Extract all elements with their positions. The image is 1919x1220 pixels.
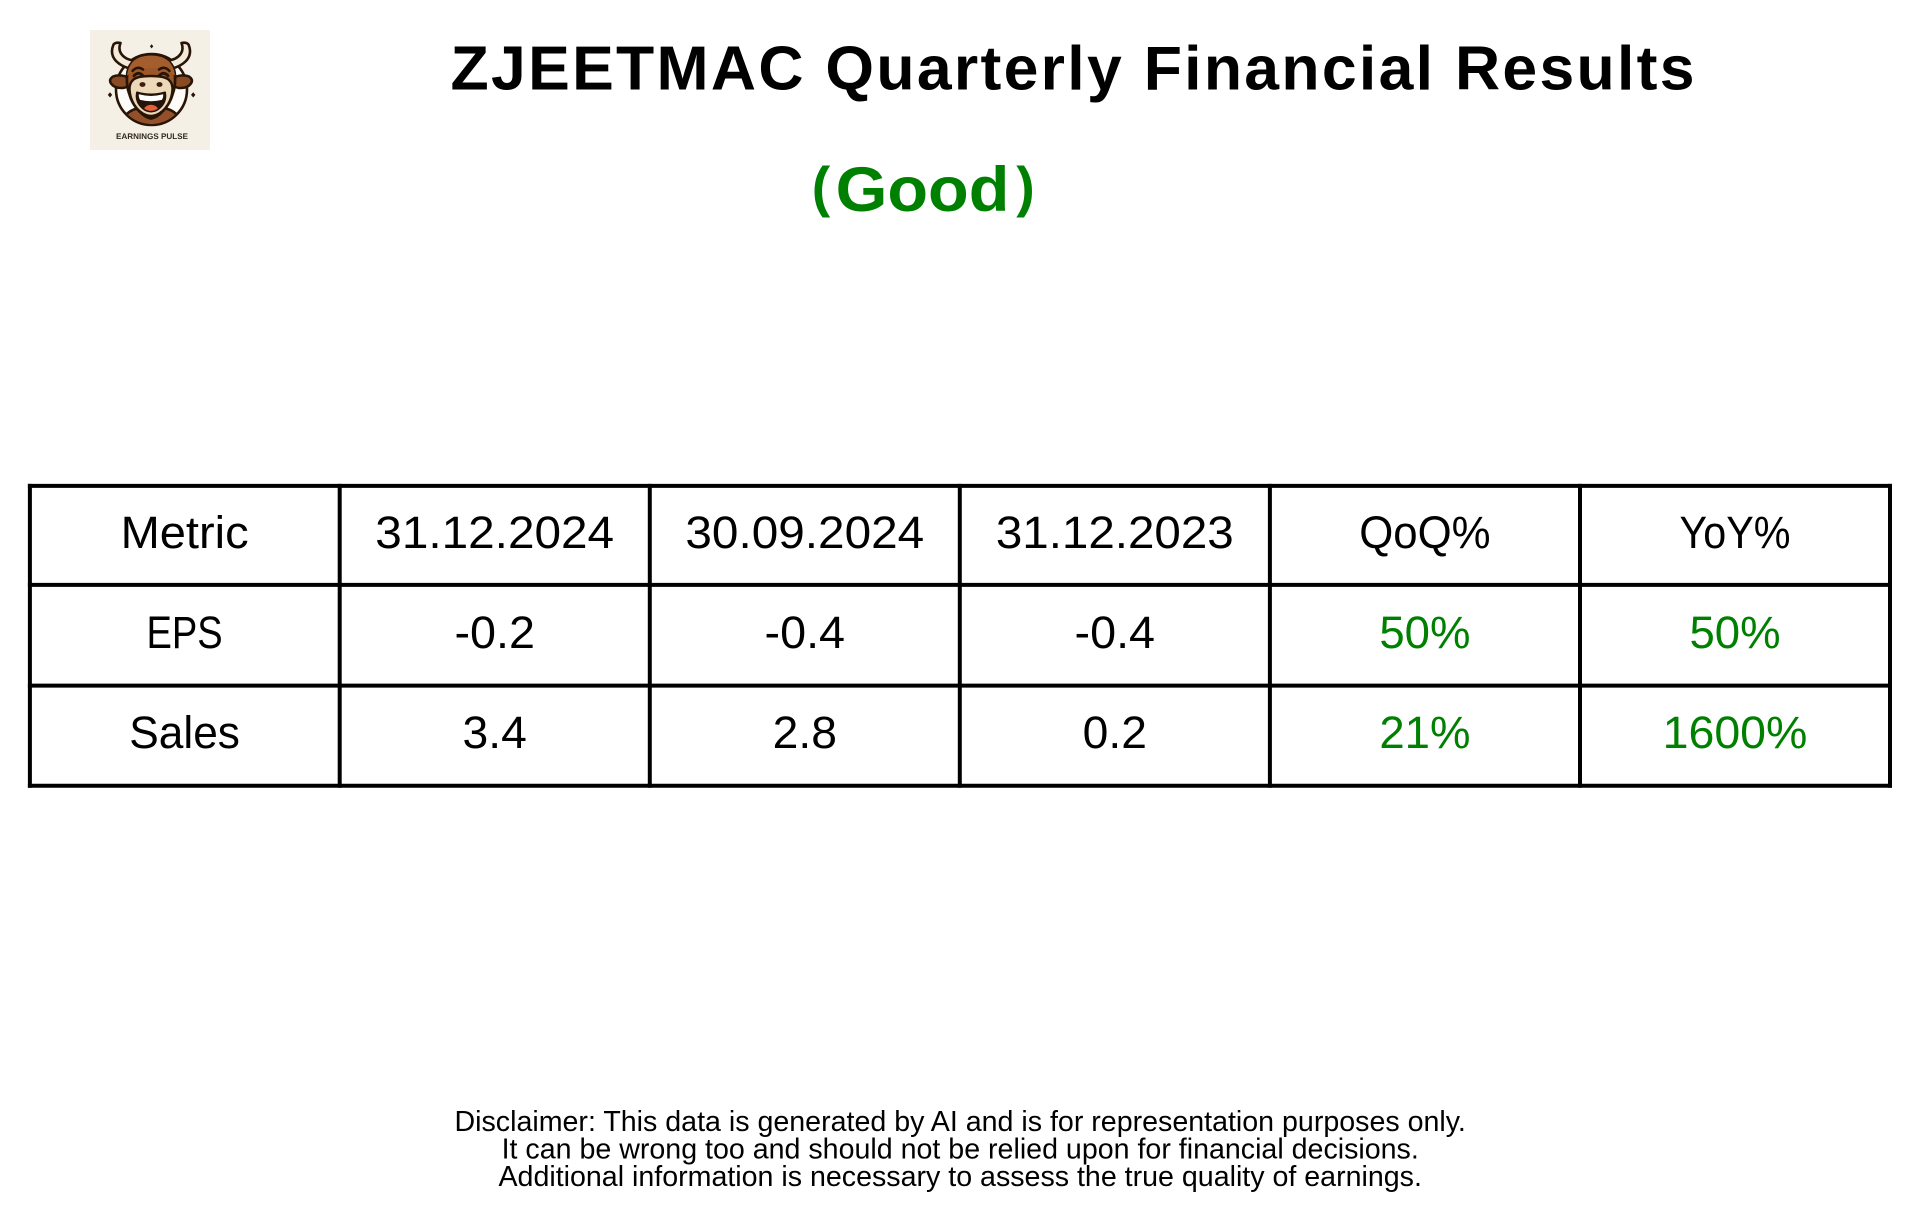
svg-text:-0.4: -0.4 [1075, 606, 1156, 657]
svg-text:ZJEETMAC Quarterly Financial R: ZJEETMAC Quarterly Financial Results [451, 33, 1697, 103]
svg-text:-0.4: -0.4 [765, 606, 846, 657]
svg-text:31.12.2023: 31.12.2023 [996, 507, 1234, 558]
svg-text:3.4: 3.4 [463, 706, 527, 758]
svg-text:50%: 50% [1689, 607, 1780, 658]
svg-text:21%: 21% [1379, 707, 1470, 758]
svg-text:Metric: Metric [121, 507, 249, 558]
svg-text:31.12.2024: 31.12.2024 [375, 507, 614, 558]
svg-text:1600%: 1600% [1663, 706, 1808, 757]
svg-text:YoY%: YoY% [1680, 508, 1791, 558]
svg-text:Disclaimer: This data is gener: Disclaimer: This data is generated by AI… [455, 1106, 1466, 1138]
svg-text:QoQ%: QoQ% [1359, 508, 1490, 558]
svg-text:50%: 50% [1379, 607, 1470, 658]
svg-text:It can be wrong too and should: It can be wrong too and should not be re… [502, 1133, 1419, 1165]
svg-text:2.8: 2.8 [773, 706, 837, 758]
svg-text:-0.2: -0.2 [454, 606, 535, 657]
svg-text:0.2: 0.2 [1083, 706, 1147, 758]
svg-text:): ) [1016, 156, 1034, 218]
svg-text:EPS: EPS [147, 607, 223, 658]
svg-text:30.09.2024: 30.09.2024 [685, 507, 924, 558]
svg-text:Sales: Sales [129, 706, 240, 758]
svg-text:Good: Good [836, 153, 1010, 224]
svg-text:(: ( [812, 156, 831, 218]
svg-text:Additional information is nece: Additional information is necessary to a… [498, 1161, 1421, 1193]
